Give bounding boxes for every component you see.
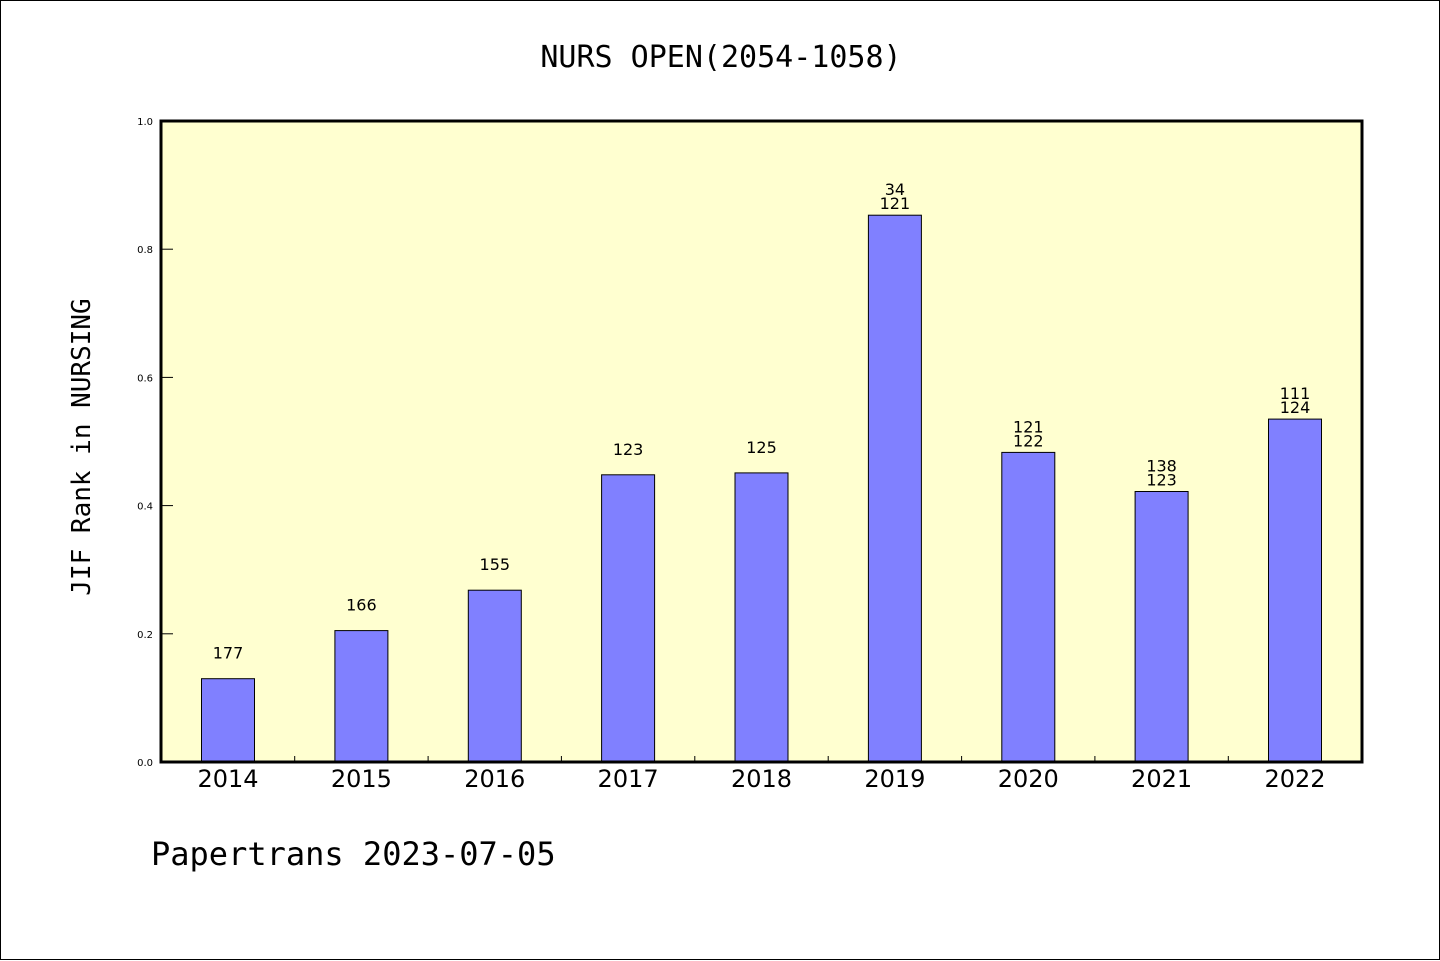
x-tick-label-2015: 2015 (331, 765, 392, 793)
y-tick-label-5: 1.0 (137, 117, 153, 128)
x-tick-label-2016: 2016 (464, 765, 525, 793)
bars-group (201, 214, 1322, 763)
bar-2015 (334, 630, 389, 763)
bar-label-2018-1: 125 (746, 438, 777, 457)
bar-label-2020-2: 122 (1013, 431, 1044, 450)
bar-2016 (467, 589, 522, 763)
bar-2020 (1001, 451, 1056, 763)
plot-border (159, 119, 1364, 764)
x-tick-label-2022: 2022 (1264, 765, 1325, 793)
bar-2019 (867, 214, 922, 763)
bar-label-2015-1: 166 (346, 596, 377, 615)
bar-label-2021-2: 123 (1146, 471, 1177, 490)
bar-2017 (601, 474, 656, 763)
bar-2022 (1268, 418, 1322, 763)
x-tick-label-2021: 2021 (1131, 765, 1192, 793)
bar-2021 (1134, 491, 1189, 763)
bar-label-2020-1: 121 (1013, 417, 1044, 436)
x-axis: 2014 2015 2016 2017 2018 2019 2020 2021 2022 (197, 756, 1326, 793)
x-tick-label-2020: 2020 (998, 765, 1059, 793)
y-tick-label-4: 0.8 (137, 245, 153, 256)
y-tick-label-1: 0.2 (137, 630, 153, 641)
y-tick-label-3: 0.6 (137, 373, 153, 384)
bar-label-2022-2: 124 (1280, 398, 1311, 417)
bar-label-2019-2: 121 (880, 194, 911, 213)
bar-2014 (201, 678, 255, 763)
bar-label-2021-1: 138 (1146, 457, 1177, 476)
bar-label-2022-1: 111 (1280, 384, 1311, 403)
chart-title: NURS OPEN(2054-1058) (540, 40, 901, 75)
bar-label-2019-1: 34 (885, 180, 905, 199)
bar-label-2014-1: 177 (213, 644, 244, 663)
y-tick-label-0: 0.0 (137, 758, 153, 769)
x-tick-label-2018: 2018 (731, 765, 792, 793)
y-tick-label-2: 0.4 (137, 502, 153, 513)
bar-label-2016-1: 155 (480, 555, 511, 574)
bar-label-2017-1: 123 (613, 440, 644, 459)
x-tick-label-2017: 2017 (598, 765, 659, 793)
footer-credit: Papertrans 2023-07-05 (151, 835, 556, 873)
bar-2018 (734, 472, 789, 763)
y-axis-label: JIF Rank in NURSING (67, 298, 97, 595)
x-tick-label-2019: 2019 (864, 765, 925, 793)
x-tick-label-2014: 2014 (197, 765, 258, 793)
